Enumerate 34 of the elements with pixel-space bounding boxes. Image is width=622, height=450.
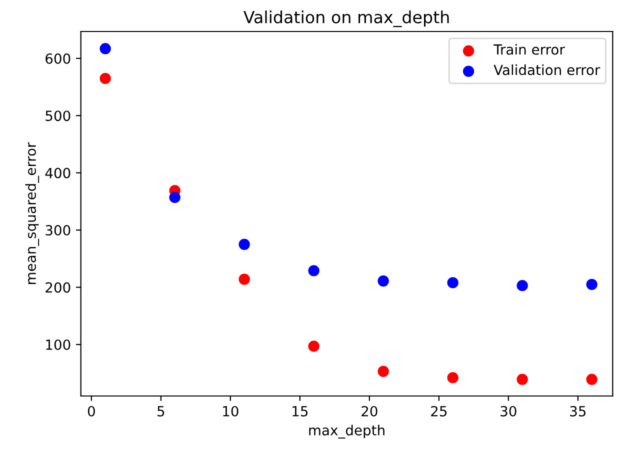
y-tick-label: 200 xyxy=(46,282,70,293)
point xyxy=(378,275,389,287)
x-tick-label: 5 xyxy=(158,406,164,416)
x-axis-title: max_depth xyxy=(309,424,384,439)
x-tick-label: 25 xyxy=(431,406,447,416)
point xyxy=(447,372,458,384)
x-tick-label: 30 xyxy=(500,406,516,416)
point xyxy=(308,265,320,276)
y-tick-label: 500 xyxy=(46,110,70,122)
y-tick-label: 100 xyxy=(46,339,70,350)
chart-title: Validation on max_depth xyxy=(243,10,449,28)
point xyxy=(238,238,250,250)
point xyxy=(100,72,111,84)
y-tick-label: 600 xyxy=(46,53,70,64)
point xyxy=(586,278,598,290)
point xyxy=(447,277,458,288)
x-tick-label: 20 xyxy=(362,406,378,416)
x-tick-label: 10 xyxy=(223,406,238,416)
x-tick-label: 0 xyxy=(88,406,95,416)
point xyxy=(169,192,180,204)
x-tick-label: 35 xyxy=(570,406,586,416)
y-axis-title: mean_squared_error xyxy=(25,142,40,284)
point xyxy=(586,374,598,386)
x-tick-label: 15 xyxy=(292,406,308,416)
point xyxy=(516,280,528,292)
point xyxy=(378,366,389,377)
legend-label: Validation error xyxy=(494,64,600,76)
point xyxy=(100,43,111,54)
y-tick-label: 300 xyxy=(46,225,70,236)
legend-label: Train error xyxy=(494,44,565,55)
point xyxy=(516,374,528,386)
point xyxy=(308,340,320,352)
point xyxy=(238,274,250,285)
y-tick-label: 400 xyxy=(45,168,70,178)
